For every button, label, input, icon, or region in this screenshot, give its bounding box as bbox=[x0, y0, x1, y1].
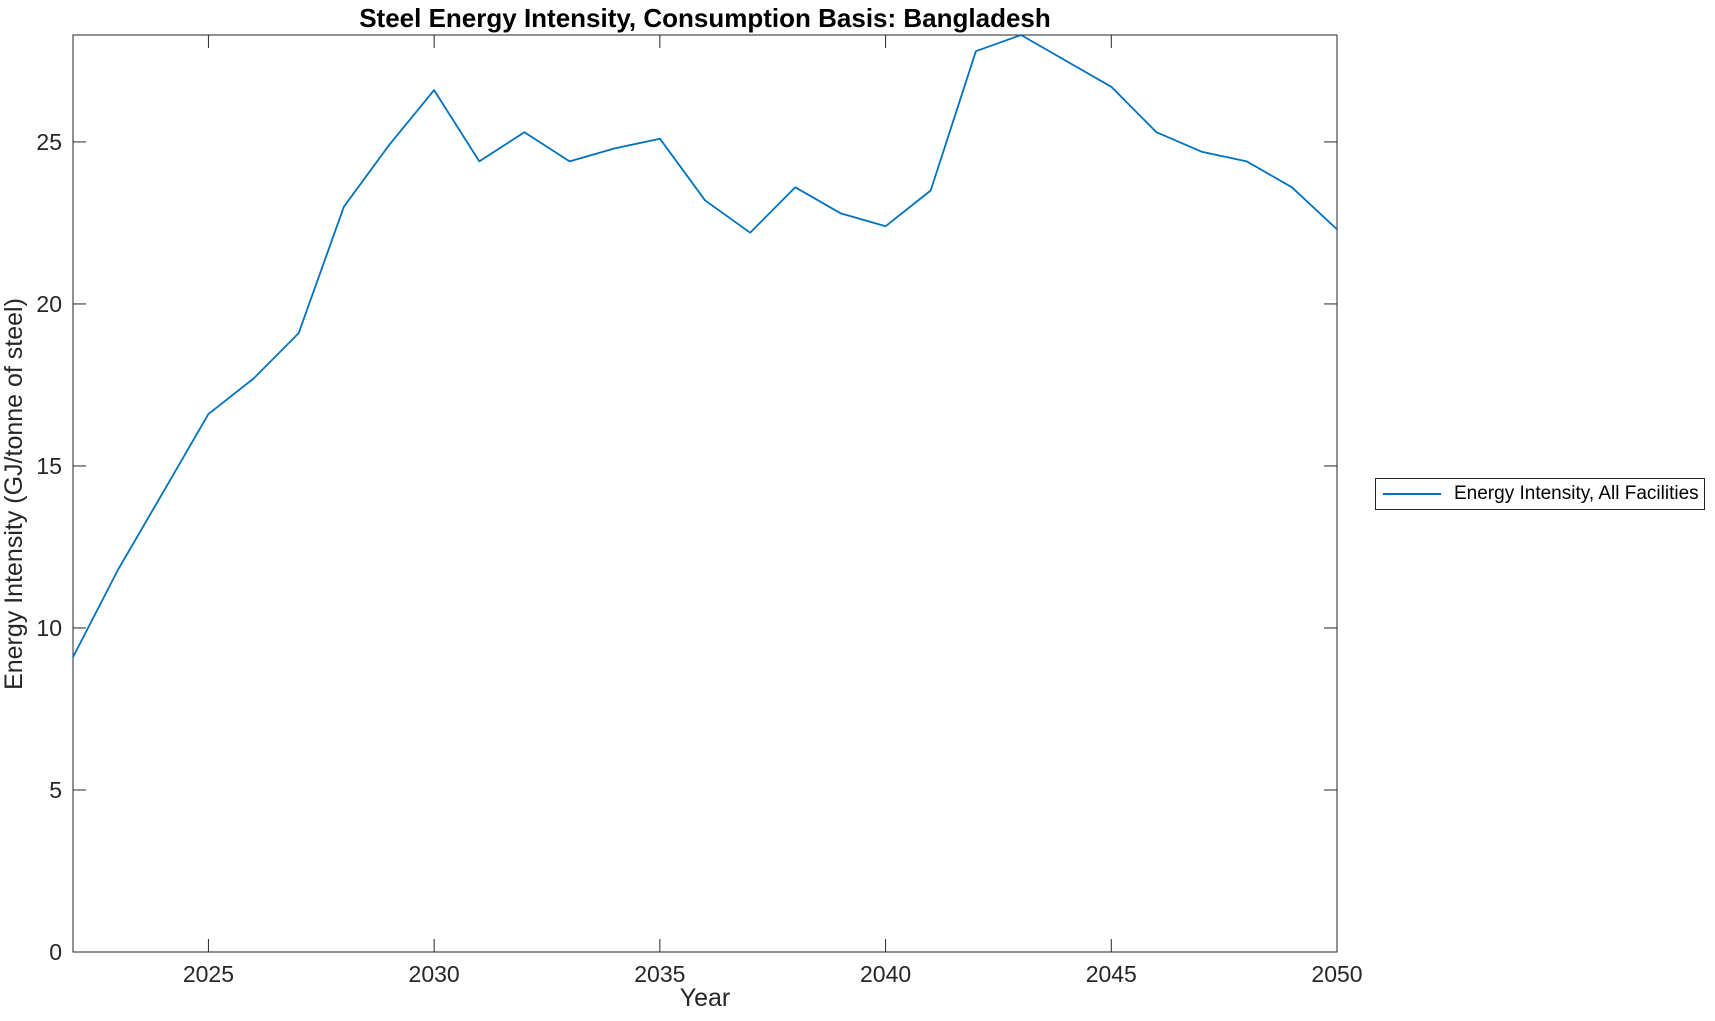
plot-box bbox=[72, 34, 1338, 953]
y-tick-label: 10 bbox=[36, 615, 62, 641]
y-tick-label: 15 bbox=[36, 453, 62, 479]
y-tick-label: 25 bbox=[36, 129, 62, 155]
x-tick-label: 2035 bbox=[634, 961, 685, 987]
legend-line-sample bbox=[1383, 493, 1441, 495]
legend-entry-label: Energy Intensity, All Facilities bbox=[1454, 483, 1699, 504]
y-tick-label: 0 bbox=[49, 939, 62, 965]
x-tick-label: 2030 bbox=[409, 961, 460, 987]
y-axis-label: Energy Intensity (GJ/tonne of steel) bbox=[0, 298, 28, 690]
x-tick-label: 2025 bbox=[183, 961, 234, 987]
chart-title: Steel Energy Intensity, Consumption Basi… bbox=[359, 3, 1051, 33]
x-tick-label: 2050 bbox=[1311, 961, 1362, 987]
data-line bbox=[72, 34, 1338, 658]
legend: Energy Intensity, All Facilities bbox=[1375, 478, 1705, 510]
x-tick-label: 2040 bbox=[860, 961, 911, 987]
x-tick-label: 2045 bbox=[1086, 961, 1137, 987]
x-axis-label: Year bbox=[680, 984, 731, 1012]
y-tick-label: 20 bbox=[36, 291, 62, 317]
y-tick-label: 5 bbox=[49, 777, 62, 803]
